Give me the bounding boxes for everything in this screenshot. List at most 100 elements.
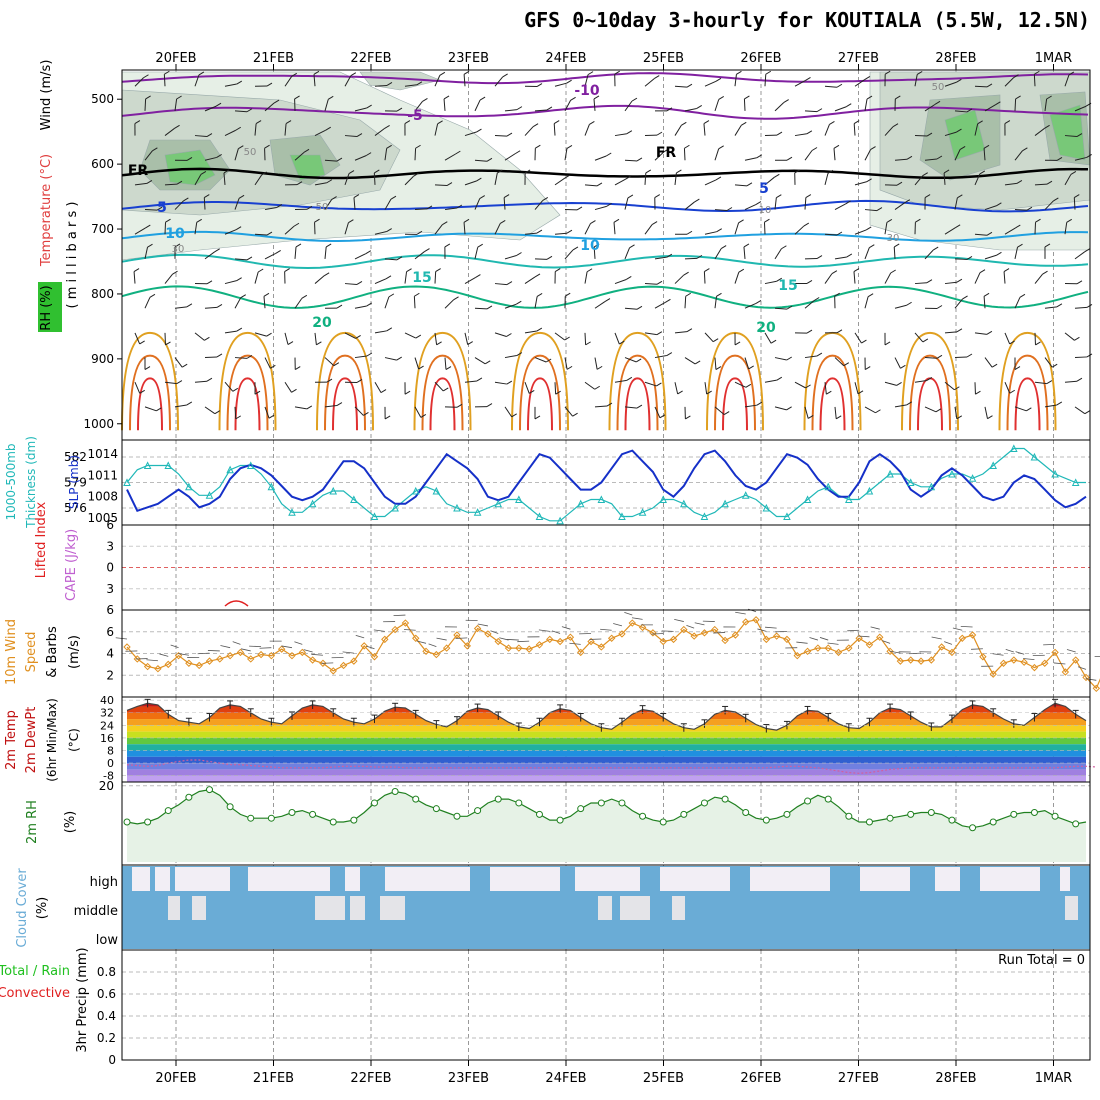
rh-point <box>432 805 440 813</box>
wind-barb-flag <box>246 108 253 113</box>
wind10-barb <box>1066 649 1076 653</box>
wind-barb <box>614 279 627 285</box>
wind-barb-flag <box>935 408 942 413</box>
wind-barb <box>794 79 806 87</box>
contour-label: 15 <box>778 278 797 294</box>
wind-barb-flag <box>936 354 943 359</box>
wind-barb <box>594 357 598 370</box>
wind-barb <box>1044 306 1057 309</box>
wind-barb-flag <box>336 157 343 162</box>
wind-barb <box>734 272 740 284</box>
wind-barb-flag <box>238 194 245 199</box>
wind-barb-flag <box>261 171 267 176</box>
wind10-point <box>680 625 688 634</box>
wind-barb <box>443 98 446 111</box>
wind-barb-flag <box>268 414 275 419</box>
wind-barb-flag <box>956 278 963 283</box>
wind-barb <box>594 155 607 161</box>
rh-point <box>144 818 152 826</box>
wind-barb <box>284 225 295 235</box>
wind-barb-flag <box>422 98 428 102</box>
wind-barb-flag <box>1016 179 1023 184</box>
slp-tick: 1014 <box>87 447 118 461</box>
wind-barb <box>534 357 547 363</box>
wind-barb <box>794 225 805 235</box>
wind10-barb <box>436 637 447 641</box>
rh-point <box>412 795 420 803</box>
contour-label: FR <box>656 145 677 161</box>
thickness-point <box>638 508 647 516</box>
wind-barb-flag <box>204 194 210 199</box>
wind-barb-flag <box>542 197 549 201</box>
wind-barb-flag <box>206 377 213 382</box>
contour-label: -5 <box>407 108 423 124</box>
warm-isotherm <box>527 377 553 431</box>
wind-barb <box>404 84 417 87</box>
wind-barb <box>134 332 141 345</box>
wind10-point <box>277 645 286 653</box>
wind-barb <box>594 301 606 309</box>
wind10-barb <box>499 637 509 641</box>
li-tick: 6 <box>106 603 114 617</box>
wind10-point <box>597 643 606 651</box>
wind-barb <box>644 224 653 235</box>
wind-barb-flag <box>864 76 871 80</box>
wind-barb-flag <box>291 72 298 77</box>
wind-barb <box>834 357 845 367</box>
wind10-point <box>350 657 358 665</box>
wind-barb <box>734 125 742 136</box>
wind-barb-flag <box>356 281 363 285</box>
y-tick-label: 500 <box>91 92 114 106</box>
wind-barb-flag <box>586 268 593 273</box>
wind-barb-flag <box>284 268 290 272</box>
wind-barb-flag <box>683 271 689 276</box>
wind-barb <box>434 332 438 345</box>
wind-barb <box>174 200 184 210</box>
wind-barb-flag <box>156 206 163 211</box>
wind-barb <box>704 179 717 186</box>
wind-barb <box>944 227 956 235</box>
date-label-top: 20FEB <box>155 51 196 66</box>
wind-barb <box>704 332 714 343</box>
rh-label-1: 2m RH <box>25 800 40 844</box>
wind-barb-flag <box>869 244 875 249</box>
rh-shading <box>944 104 1086 161</box>
wind-barb-flag <box>694 360 701 365</box>
contour-label: 10 <box>580 238 600 254</box>
rh-point <box>845 812 853 820</box>
rh-point <box>762 816 770 824</box>
contour-label: FR <box>128 163 149 179</box>
wind-barb-flag <box>455 150 461 155</box>
wind-barb <box>444 357 447 370</box>
cloud-mid-clear <box>620 896 650 920</box>
wind10-barb <box>490 630 499 634</box>
wind10-barb <box>847 629 860 632</box>
wind-barb-flag <box>1086 353 1093 358</box>
wind10-barb <box>1085 678 1097 681</box>
wind-barb-flag <box>906 301 912 306</box>
wind-barb <box>703 271 706 284</box>
wind-barb-flag <box>718 96 724 100</box>
wind10-point <box>308 656 317 664</box>
rh-point <box>453 812 461 820</box>
thickness-label-2: Thickness (dm) <box>24 436 38 529</box>
wind-barb-flag <box>174 243 181 248</box>
wind-barb-flag <box>956 78 962 83</box>
wind-barb-flag <box>915 218 921 223</box>
wind-barb <box>1014 247 1019 259</box>
wind10-barb <box>342 651 354 654</box>
rh-point <box>721 795 729 803</box>
wind10-barb <box>538 629 550 632</box>
wind-barb <box>524 276 536 284</box>
wind-barb <box>1014 98 1017 111</box>
rh-label-2: (%) <box>63 811 78 834</box>
date-label-bottom: 1MAR <box>1035 1071 1072 1086</box>
wind-barb <box>354 253 367 260</box>
wind10-barb <box>294 641 303 645</box>
wind-barb-flag <box>1009 389 1015 394</box>
wind-barb <box>624 197 629 210</box>
wind10-point <box>133 655 142 663</box>
wind-barb <box>644 78 655 87</box>
wind-barb <box>593 246 596 259</box>
wind-barb <box>864 406 876 414</box>
